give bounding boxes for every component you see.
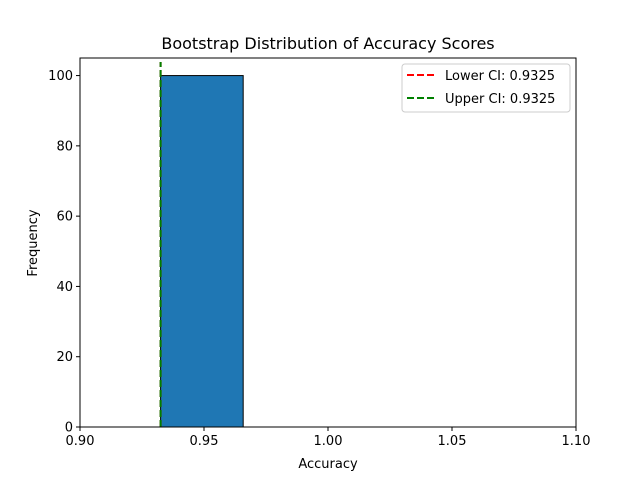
legend-lower-ci-label: Lower CI: 0.9325: [445, 69, 555, 84]
y-tick-label: 20: [56, 350, 73, 365]
y-tick-label: 0: [65, 421, 73, 436]
x-tick-label: 1.10: [562, 434, 591, 449]
legend: Lower CI: 0.9325 Upper CI: 0.9325: [401, 63, 571, 113]
histogram-bar: [160, 75, 244, 428]
y-axis-ticks: 0 20 40 60 80 100: [48, 69, 80, 436]
legend-upper-ci-label: Upper CI: 0.9325: [445, 92, 555, 107]
plot-frame: [79, 57, 577, 428]
x-axis-label: Accuracy: [298, 457, 358, 472]
x-tick-label: 0.90: [66, 434, 95, 449]
histogram-bars: [160, 75, 244, 428]
x-tick-label: 1.00: [314, 434, 343, 449]
y-tick-label: 60: [56, 210, 73, 225]
legend-box: [401, 63, 571, 113]
y-tick-label: 100: [48, 69, 73, 84]
y-axis-label: Frequency: [26, 209, 41, 276]
x-tick-label: 0.95: [190, 434, 219, 449]
y-tick-label: 80: [56, 139, 73, 154]
x-axis-ticks: 0.90 0.95 1.00 1.05 1.10: [66, 427, 591, 449]
x-tick-label: 1.05: [438, 434, 467, 449]
y-tick-label: 40: [56, 280, 73, 295]
chart-title: Bootstrap Distribution of Accuracy Score…: [161, 34, 494, 53]
